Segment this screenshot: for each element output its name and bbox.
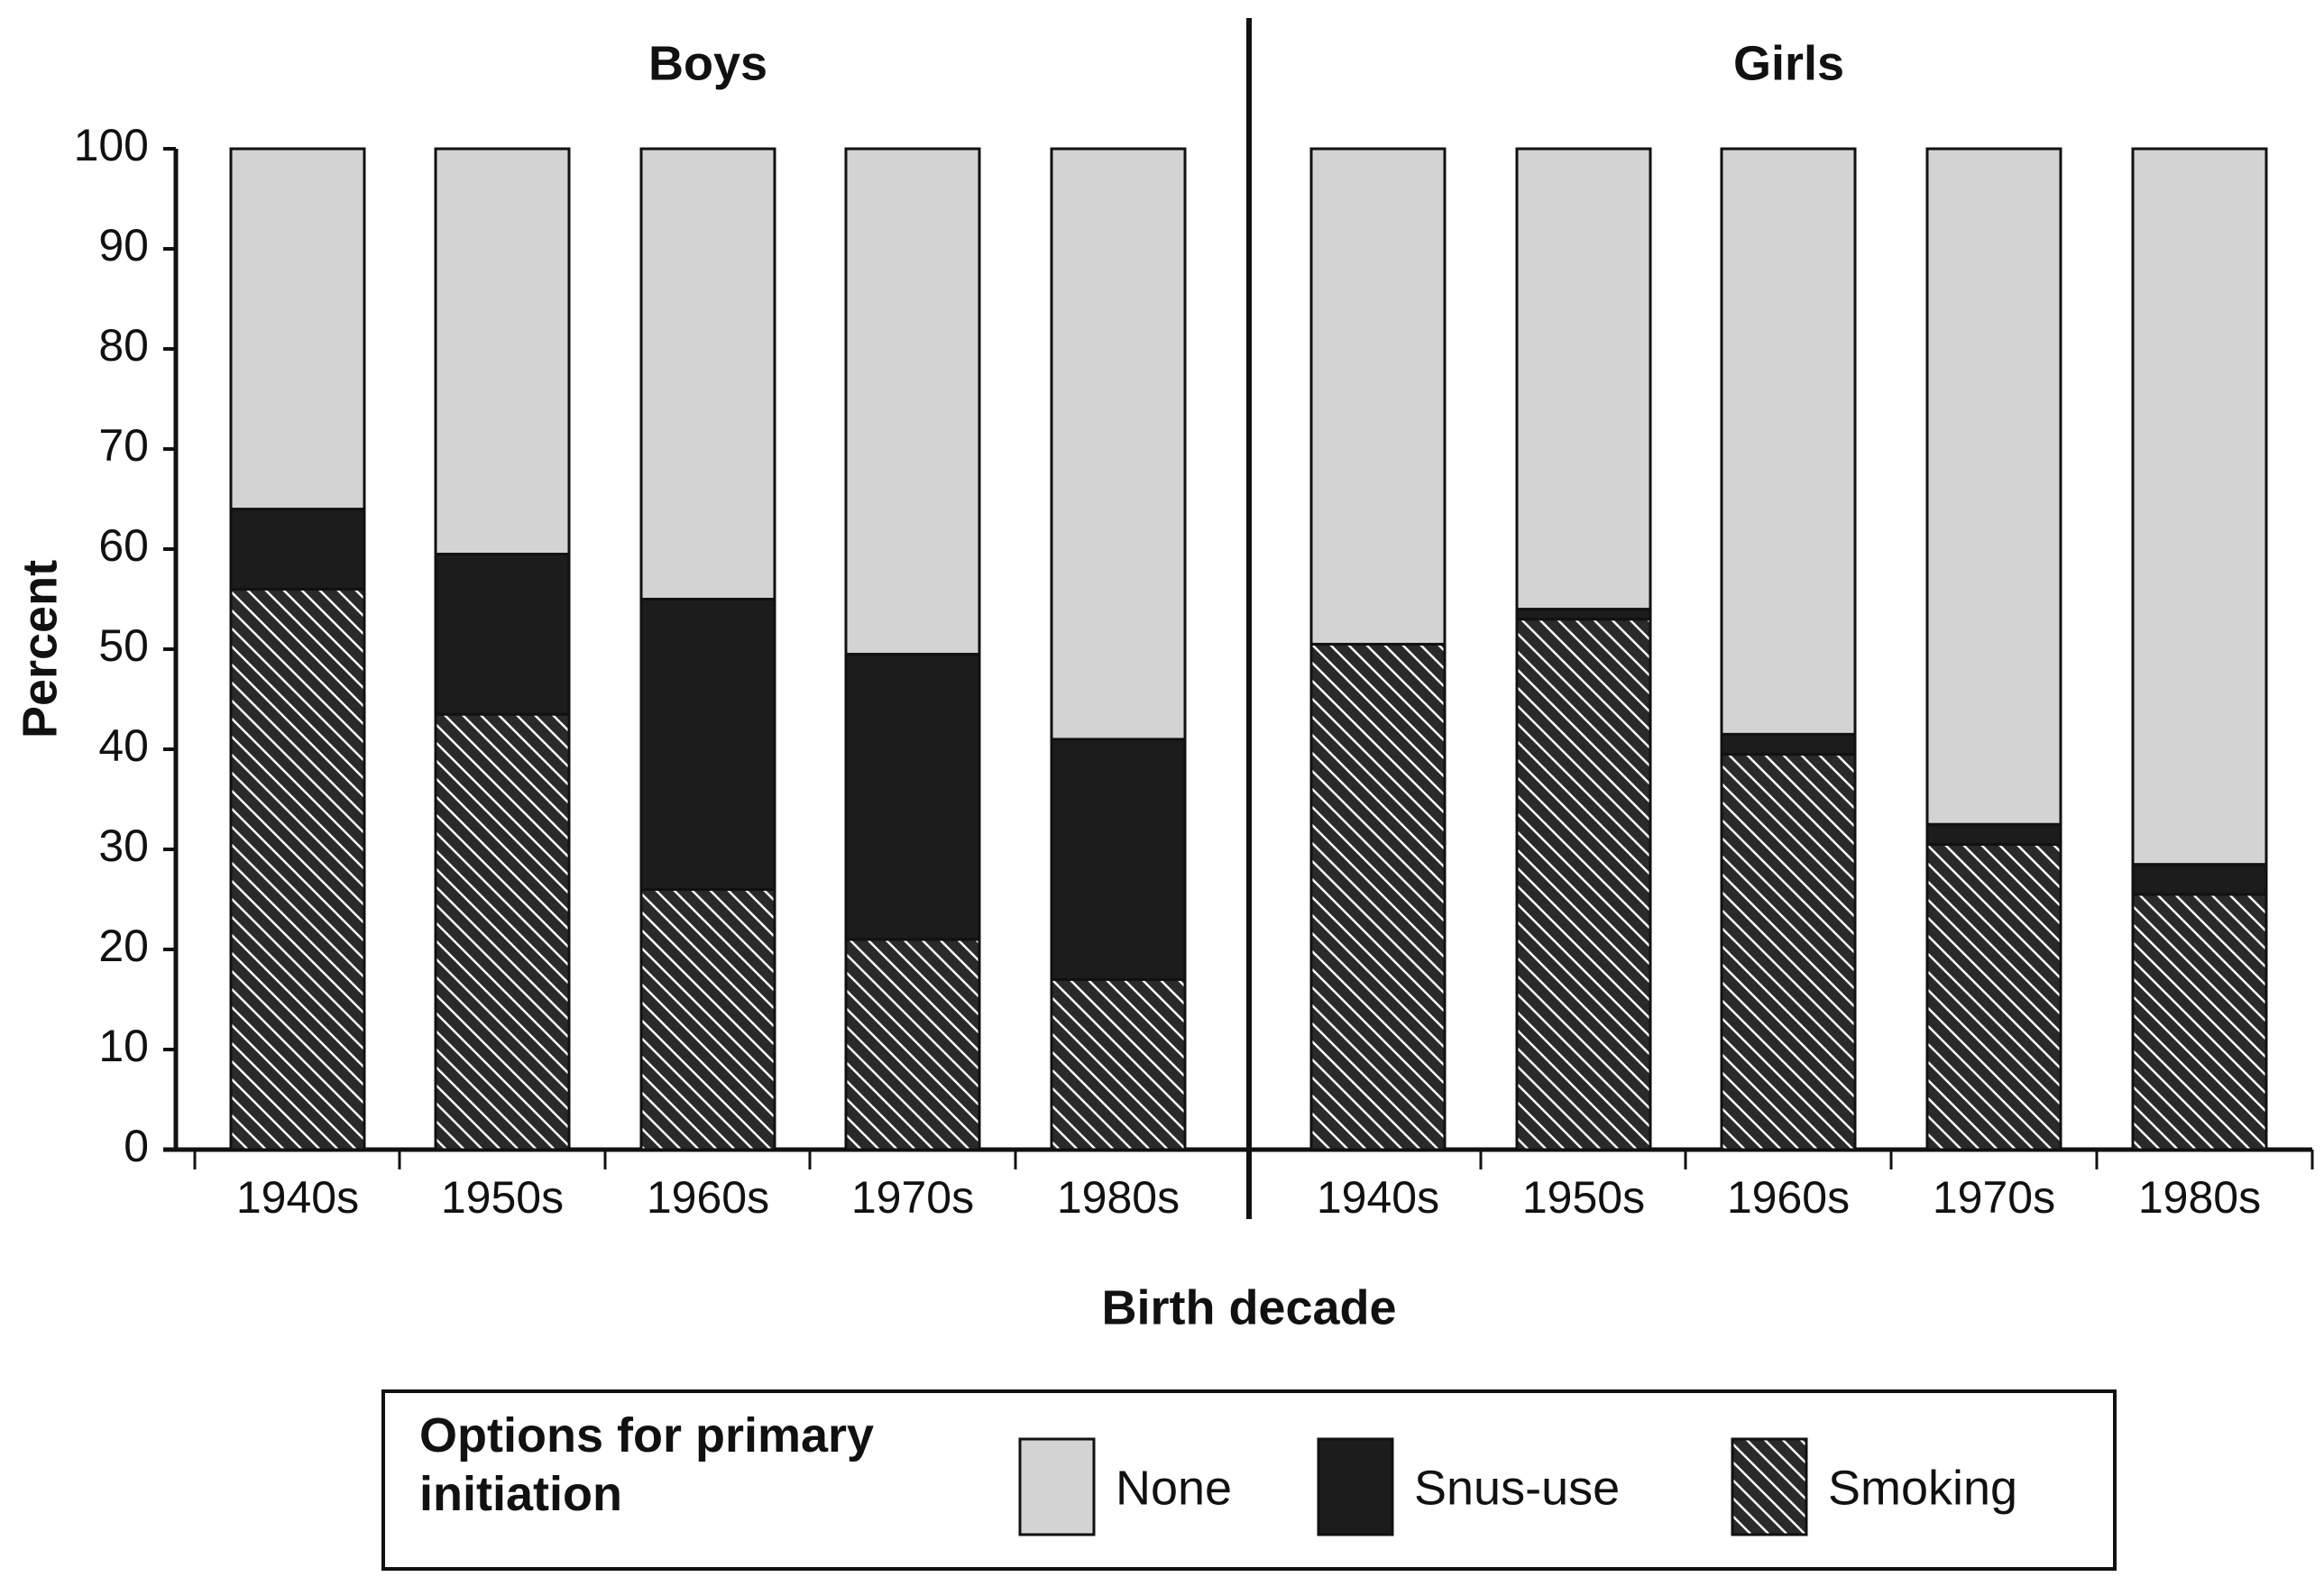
bar-segment	[1925, 147, 2062, 826]
bar-segment	[844, 653, 981, 941]
bar-segment	[229, 147, 366, 511]
legend-label: None	[1116, 1461, 1232, 1515]
bar-segment	[639, 598, 776, 891]
x-tick-label: 1960s	[647, 1172, 769, 1223]
y-tick-label: 90	[98, 220, 149, 270]
y-tick-label: 60	[98, 520, 149, 571]
x-tick-label: 1940s	[1317, 1172, 1439, 1223]
y-tick-label: 50	[98, 620, 149, 671]
x-tick-label: 1950s	[1522, 1172, 1645, 1223]
bar-segment	[434, 553, 571, 716]
legend-swatch	[1731, 1437, 1808, 1536]
x-tick-label: 1970s	[1933, 1172, 2055, 1223]
bar-segment	[1050, 147, 1187, 741]
group-title: Boys	[648, 36, 767, 90]
bar-segment	[1050, 738, 1187, 981]
bar-segment	[1309, 147, 1447, 646]
y-tick-label: 70	[98, 420, 149, 471]
bar-segment	[229, 587, 366, 1151]
y-tick-label: 100	[74, 120, 149, 170]
y-tick-label: 10	[98, 1021, 149, 1071]
bar-segment	[1720, 147, 1857, 736]
bar-segment	[1925, 842, 2062, 1151]
legend-swatch	[1317, 1437, 1394, 1536]
legend-label: Smoking	[1828, 1461, 2017, 1515]
bar-segment	[1720, 732, 1857, 756]
bar-segment	[1309, 642, 1447, 1151]
group-title: Girls	[1733, 36, 1844, 90]
bar-segment	[844, 938, 981, 1151]
x-tick-label: 1970s	[851, 1172, 974, 1223]
y-axis-title: Percent	[13, 560, 67, 738]
bar-segment	[1515, 618, 1652, 1151]
x-tick-label: 1980s	[1057, 1172, 1180, 1223]
x-tick-label: 1980s	[2138, 1172, 2261, 1223]
bar-segment	[229, 508, 366, 591]
legend-title-box: Options for primary initiation	[419, 1408, 875, 1521]
y-tick-label: 30	[98, 821, 149, 871]
x-tick-label: 1960s	[1727, 1172, 1850, 1223]
bar-segment	[639, 887, 776, 1151]
bar-segment	[2131, 147, 2268, 866]
x-tick-label: 1940s	[236, 1172, 359, 1223]
legend-title: Options for primary initiation	[419, 1408, 875, 1521]
bar-segment	[639, 147, 776, 601]
bar-segment	[2131, 863, 2268, 896]
legend-label: Snus-use	[1414, 1461, 1620, 1515]
x-axis-title: Birth decade	[1101, 1280, 1396, 1334]
y-tick-label: 20	[98, 921, 149, 971]
bar-segment	[1515, 147, 1652, 611]
y-tick-label: 80	[98, 320, 149, 371]
y-tick-label: 40	[98, 720, 149, 771]
bar-segment	[434, 147, 571, 556]
y-tick-label: 0	[124, 1121, 149, 1171]
bar-segment	[1925, 822, 2062, 846]
x-tick-label: 1950s	[441, 1172, 564, 1223]
bar-segment	[1050, 977, 1187, 1151]
bar-segment	[1720, 753, 1857, 1151]
legend-box	[381, 1389, 2117, 1571]
bar-segment	[434, 712, 571, 1151]
bar-segment	[844, 147, 981, 656]
bar-segment	[1515, 608, 1652, 621]
legend-swatch	[1018, 1437, 1096, 1536]
bar-segment	[2131, 893, 2268, 1151]
